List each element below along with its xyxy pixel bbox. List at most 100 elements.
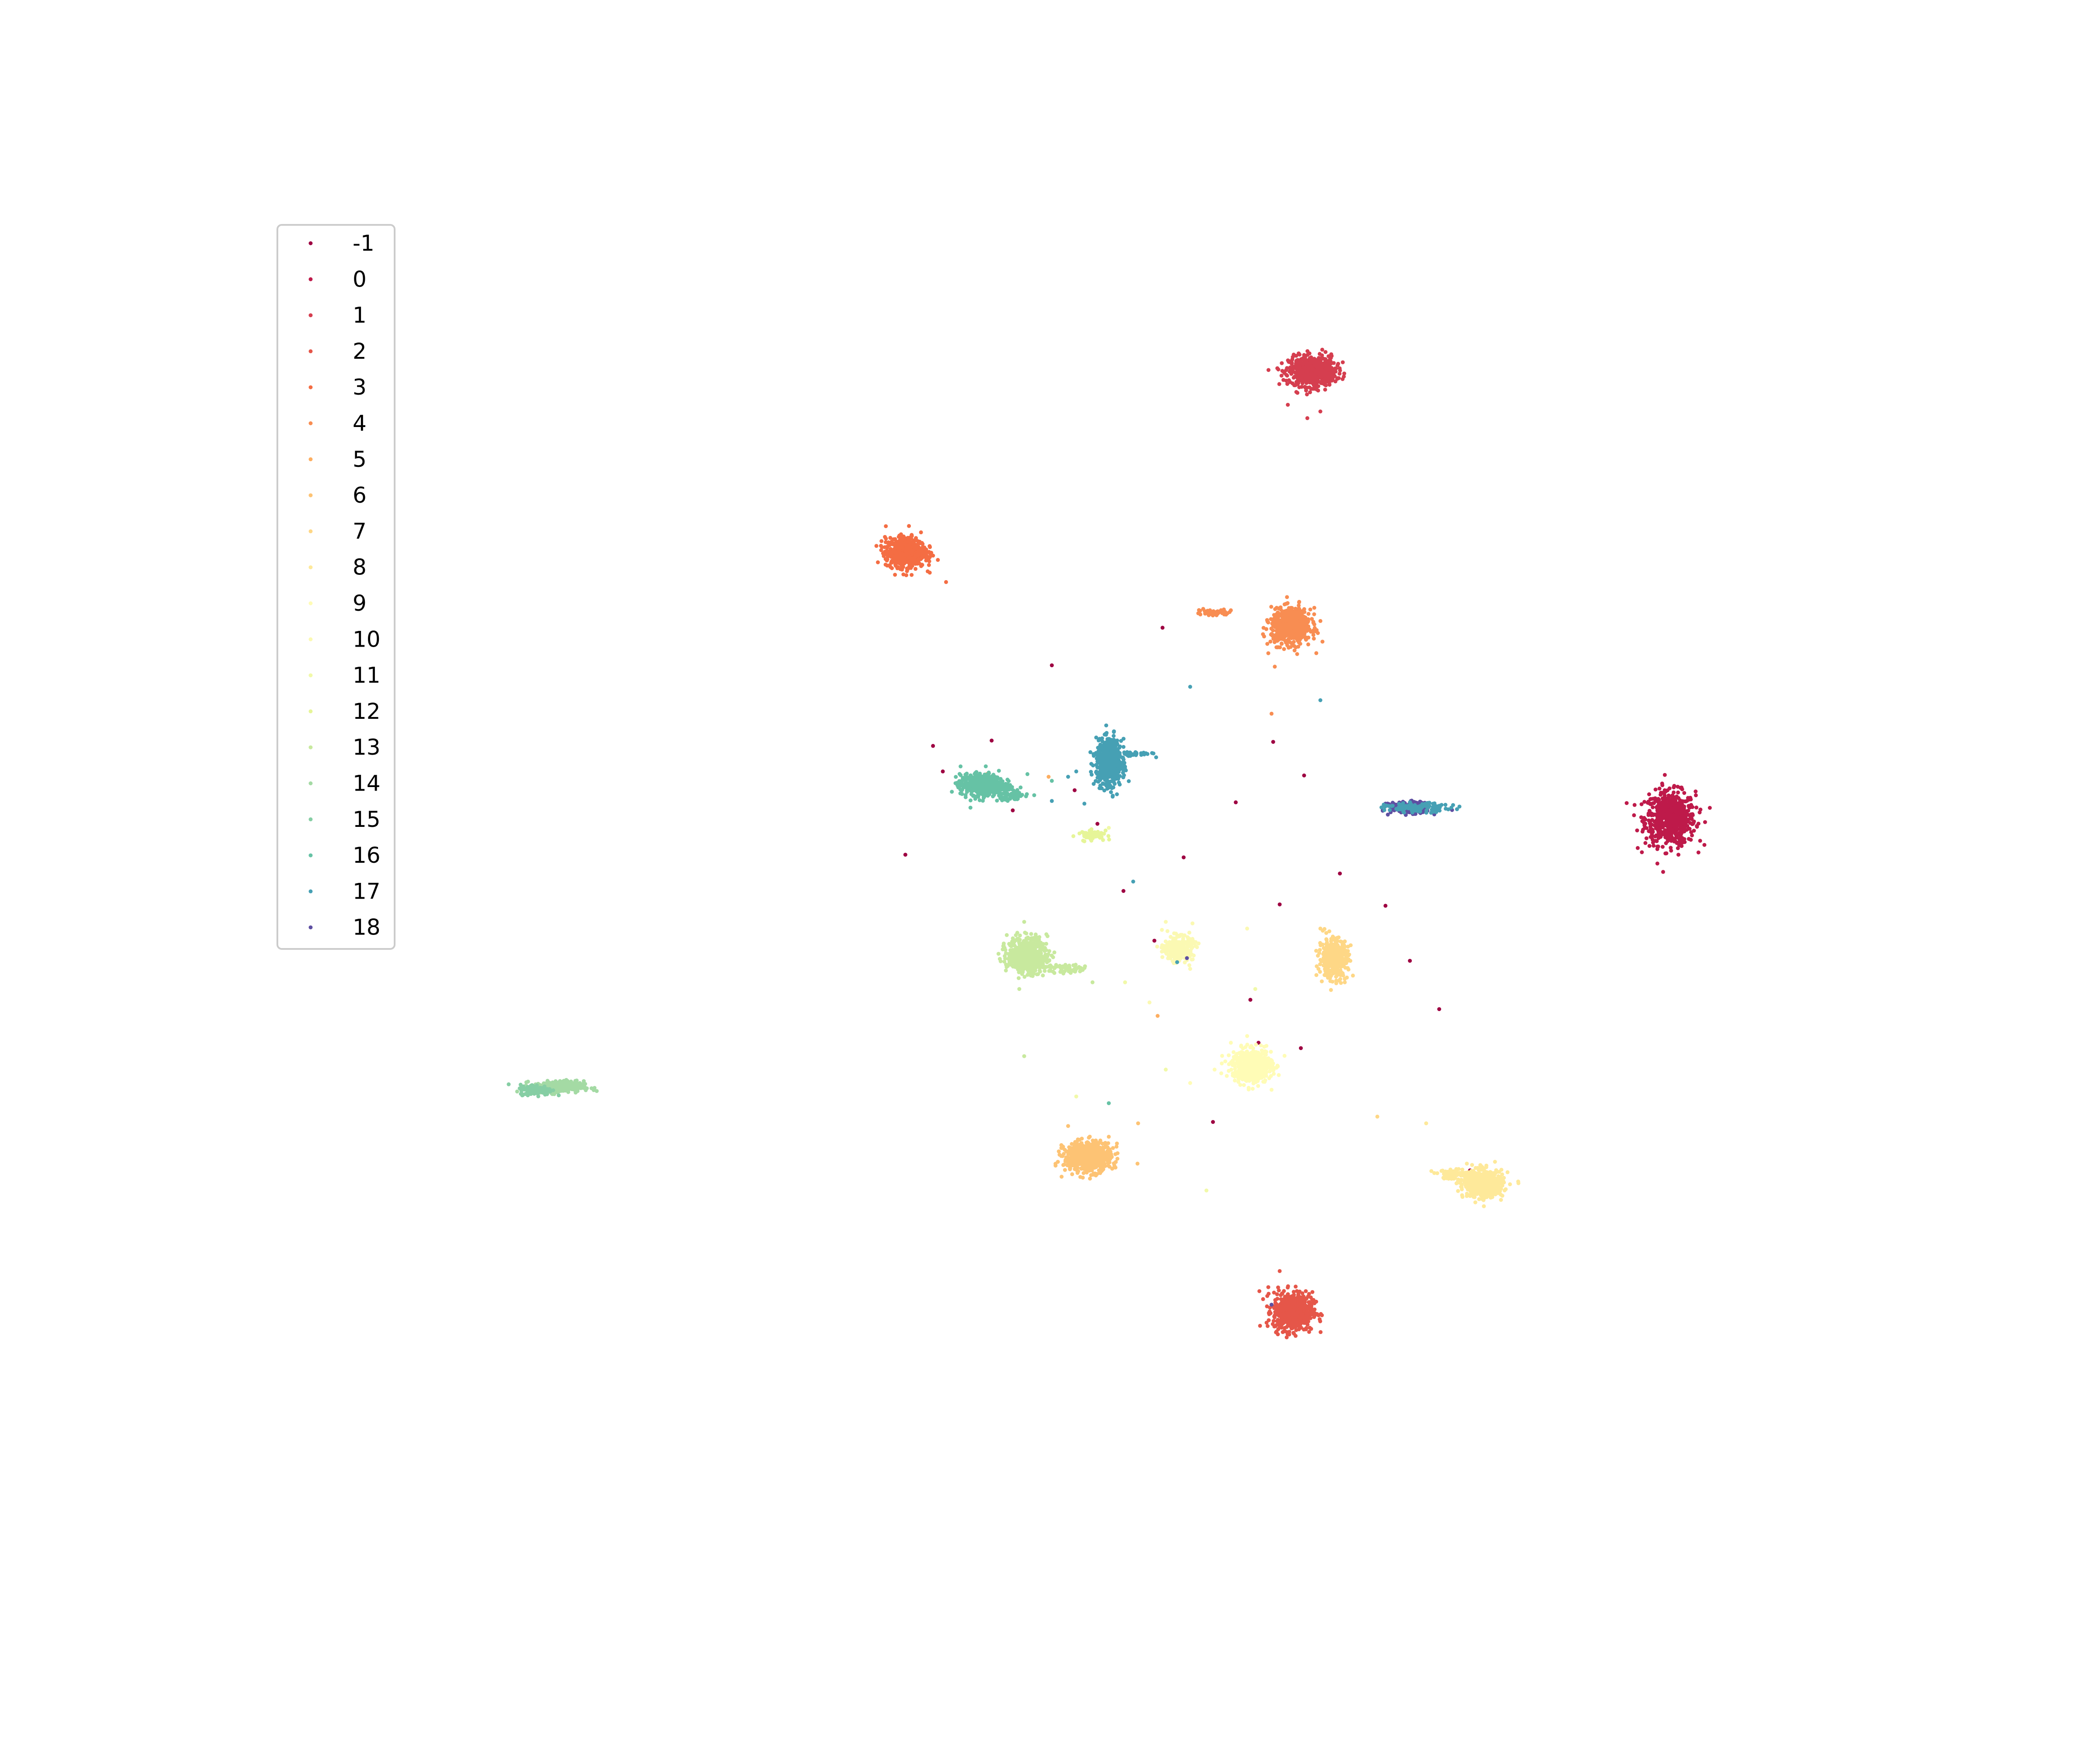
point-cluster-1 — [1320, 369, 1324, 373]
point-cluster-4 — [1300, 621, 1304, 626]
point-cluster-4 — [1297, 628, 1302, 632]
point-cluster-4 — [1286, 640, 1290, 644]
point-cluster-4 — [1287, 645, 1291, 650]
point-cluster-4 — [1215, 609, 1220, 613]
point-cluster-0 — [1695, 825, 1699, 829]
point-cluster-0 — [1654, 822, 1659, 826]
point-cluster-0 — [1676, 790, 1680, 794]
point-cluster-0 — [1648, 820, 1652, 824]
point-cluster-8 — [1482, 1169, 1486, 1173]
point-cluster-0 — [1694, 789, 1698, 794]
point-cluster-2 — [1283, 1319, 1287, 1323]
point-cluster-2 — [1281, 1309, 1285, 1313]
point-cluster-2 — [1302, 1294, 1306, 1298]
point-cluster-6 — [1078, 1142, 1083, 1146]
point-cluster--1 — [1095, 822, 1099, 826]
point-cluster-2 — [1274, 1324, 1278, 1328]
point-cluster-0 — [1670, 794, 1675, 799]
point-cluster-6 — [1056, 1160, 1060, 1164]
point-cluster-3 — [914, 562, 917, 566]
point-cluster-0 — [1669, 803, 1673, 807]
point-cluster-0 — [1685, 799, 1689, 803]
point-cluster-1 — [1337, 371, 1342, 376]
point-cluster-3 — [916, 550, 920, 554]
point-cluster-2 — [1292, 1298, 1296, 1302]
point-cluster-6 — [1070, 1172, 1074, 1176]
point-cluster-4 — [1318, 619, 1323, 623]
point-cluster-4 — [1284, 602, 1288, 606]
point-cluster--1 — [1383, 903, 1388, 908]
point-cluster-1 — [1279, 374, 1284, 378]
point-cluster-8 — [1477, 1168, 1482, 1172]
point-cluster-3 — [920, 541, 924, 545]
point-cluster-4 — [1273, 621, 1278, 626]
point-cluster-8 — [1456, 1189, 1460, 1193]
point-cluster-7 — [1339, 981, 1343, 985]
point-cluster-3 — [914, 553, 918, 558]
point-cluster-3 — [879, 539, 884, 543]
point-cluster-4 — [1281, 617, 1285, 621]
point-cluster-1 — [1292, 366, 1296, 370]
point-cluster-3 — [928, 551, 932, 555]
point-cluster-2 — [1294, 1284, 1298, 1289]
point-cluster-0 — [1662, 788, 1667, 792]
point-cluster-1 — [1286, 402, 1290, 407]
point-cluster-1 — [1320, 347, 1324, 352]
point-cluster-2 — [1304, 1315, 1308, 1320]
point-cluster-6 — [1089, 1162, 1093, 1166]
point-cluster-0 — [1694, 793, 1698, 798]
point-cluster-2 — [1310, 1290, 1315, 1294]
point-cluster-8 — [1483, 1179, 1488, 1183]
point-cluster-1 — [1306, 377, 1310, 382]
points-layer — [507, 347, 1712, 1340]
point-cluster-0 — [1647, 829, 1651, 833]
point-cluster-1 — [1290, 360, 1294, 365]
point-cluster-7 — [1329, 939, 1333, 943]
point-cluster-1 — [1275, 366, 1280, 371]
point-cluster-3 — [874, 544, 878, 548]
point-cluster-4 — [1276, 637, 1281, 641]
point-cluster-2 — [1311, 1309, 1316, 1313]
point-cluster-2 — [1315, 1312, 1320, 1316]
point-cluster-8 — [1482, 1183, 1486, 1188]
point-cluster-2 — [1277, 1288, 1281, 1292]
point-cluster-6 — [1063, 1168, 1067, 1172]
point-cluster-4 — [1278, 605, 1283, 609]
point-cluster-2 — [1261, 1297, 1265, 1301]
point-cluster-6 — [1069, 1146, 1073, 1150]
point-cluster-7 — [1343, 957, 1347, 961]
point-cluster-1 — [1323, 357, 1328, 361]
point-cluster-4 — [1278, 612, 1282, 616]
point-cluster-1 — [1296, 351, 1301, 356]
point-cluster--1 — [1152, 938, 1157, 943]
point-cluster-4 — [1306, 612, 1311, 616]
point-cluster-6 — [1082, 1148, 1086, 1152]
point-cluster-3 — [919, 564, 923, 568]
point-cluster-1 — [1296, 379, 1301, 383]
point-cluster-1 — [1285, 382, 1289, 386]
point-cluster-8 — [1499, 1179, 1503, 1183]
point-cluster-2 — [1280, 1292, 1284, 1296]
point-cluster-0 — [1676, 846, 1680, 850]
point-cluster-4 — [1297, 606, 1301, 611]
point-cluster-4 — [1288, 627, 1292, 632]
point-cluster-8 — [1504, 1187, 1508, 1191]
point-cluster-4 — [1208, 608, 1212, 612]
point-cluster-4 — [1297, 600, 1302, 604]
point-cluster-2 — [1314, 1299, 1318, 1304]
point-cluster-1 — [1306, 372, 1311, 376]
point-cluster-0 — [1673, 836, 1678, 840]
point-cluster-1 — [1294, 359, 1298, 364]
point-cluster-2 — [1295, 1289, 1299, 1293]
point-cluster-8 — [1474, 1166, 1478, 1170]
point-cluster-0 — [1658, 827, 1662, 831]
point-cluster-4 — [1198, 612, 1203, 616]
point-cluster-3 — [927, 559, 931, 564]
point-cluster-2 — [1298, 1317, 1302, 1321]
point-cluster-4 — [1292, 644, 1296, 648]
point-cluster-8 — [1499, 1198, 1503, 1202]
point-cluster-0 — [1647, 844, 1652, 848]
point-cluster-1 — [1340, 360, 1345, 364]
point-cluster-1 — [1305, 416, 1309, 420]
